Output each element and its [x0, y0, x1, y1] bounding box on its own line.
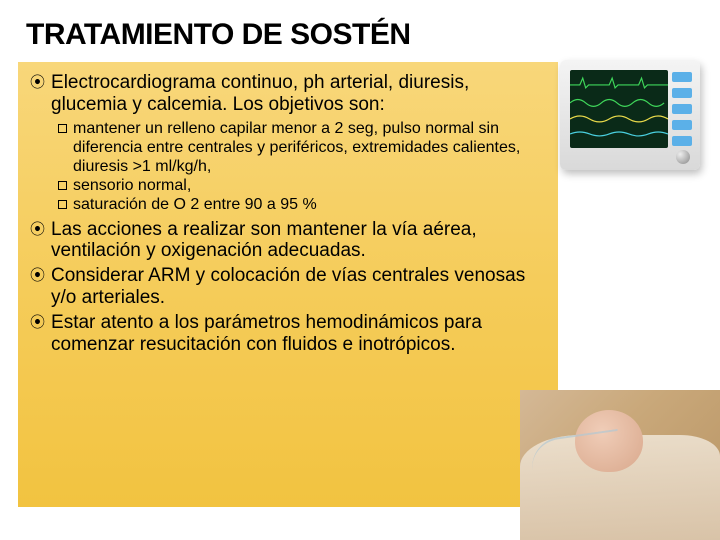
sub-text: mantener un relleno capilar menor a 2 se…	[73, 119, 546, 177]
bullet-item-4: ⦿ Estar atento a los parámetros hemodiná…	[30, 312, 546, 356]
bullet-text: Estar atento a los parámetros hemodinámi…	[51, 312, 546, 356]
newborn-baby-image	[520, 390, 720, 540]
monitor-body	[560, 60, 700, 170]
bullet-dot-icon: ⦿	[30, 312, 45, 334]
monitor-knob	[676, 150, 690, 164]
sub-text: sensorio normal,	[73, 176, 191, 195]
sub-item: sensorio normal,	[58, 176, 546, 195]
patient-monitor-image	[560, 60, 712, 188]
bullet-text: Electrocardiograma continuo, ph arterial…	[51, 72, 546, 116]
bullet-item-3: ⦿ Considerar ARM y colocación de vías ce…	[30, 265, 546, 309]
slide-title: TRATAMIENTO DE SOSTÉN	[0, 0, 720, 52]
bullet-text: Las acciones a realizar son mantener la …	[51, 219, 546, 263]
square-bullet-icon	[58, 181, 67, 190]
bullet-dot-icon: ⦿	[30, 219, 45, 241]
bullet-dot-icon: ⦿	[30, 265, 45, 287]
monitor-screen	[570, 70, 668, 148]
sub-list-1: mantener un relleno capilar menor a 2 se…	[30, 119, 546, 215]
monitor-buttons	[672, 72, 694, 146]
square-bullet-icon	[58, 124, 67, 133]
sub-item: mantener un relleno capilar menor a 2 se…	[58, 119, 546, 177]
sub-item: saturación de O 2 entre 90 a 95 %	[58, 195, 546, 214]
bullet-item-2: ⦿ Las acciones a realizar son mantener l…	[30, 219, 546, 263]
content-box: ⦿ Electrocardiograma continuo, ph arteri…	[18, 62, 558, 507]
sub-text: saturación de O 2 entre 90 a 95 %	[73, 195, 317, 214]
bullet-item-1: ⦿ Electrocardiograma continuo, ph arteri…	[30, 72, 546, 116]
square-bullet-icon	[58, 200, 67, 209]
slide: TRATAMIENTO DE SOSTÉN ⦿ Electrocardiogra…	[0, 0, 720, 540]
bullet-text: Considerar ARM y colocación de vías cent…	[51, 265, 546, 309]
bullet-dot-icon: ⦿	[30, 72, 45, 94]
